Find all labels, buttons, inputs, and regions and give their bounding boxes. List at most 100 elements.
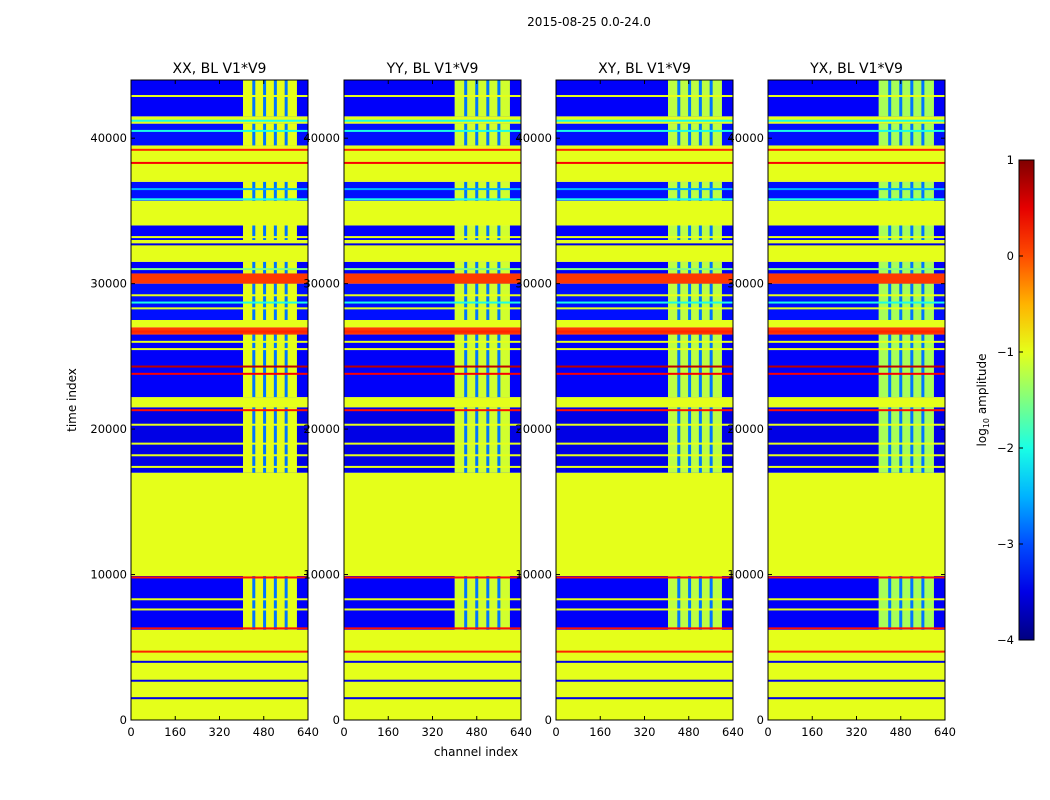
time-line	[131, 95, 308, 97]
band-gap	[497, 181, 501, 201]
time-line	[131, 236, 308, 239]
x-tick-label: 0	[552, 725, 559, 739]
time-line	[556, 161, 733, 164]
band-gap	[899, 225, 903, 240]
band-gap	[688, 576, 692, 630]
time-line	[556, 598, 733, 601]
rfi-band	[668, 181, 722, 201]
time-line	[556, 697, 733, 700]
time-line	[556, 154, 733, 157]
time-line	[768, 454, 945, 457]
y-tick-label: 30000	[727, 277, 764, 291]
x-axis-label: channel index	[434, 745, 518, 759]
time-line	[344, 423, 521, 426]
band-gap	[888, 80, 892, 117]
time-line	[768, 129, 945, 132]
panel-2: YY, BL V1*V9 0 160 320 480 640 0 10000 20000 3000…	[303, 61, 532, 739]
time-block	[131, 397, 308, 408]
time-line	[344, 660, 521, 663]
time-line	[131, 650, 308, 653]
band-gap	[709, 123, 713, 146]
y-tick-label: 30000	[303, 277, 340, 291]
time-line	[768, 442, 945, 445]
time-line	[344, 442, 521, 445]
time-line	[556, 95, 733, 97]
time-block	[344, 472, 521, 576]
band-gap	[252, 225, 256, 240]
time-line	[556, 119, 733, 122]
time-line	[131, 188, 308, 191]
time-line	[768, 372, 945, 375]
colorbar-tick-label: 1	[1007, 153, 1014, 167]
time-line	[556, 423, 733, 426]
time-line	[344, 119, 521, 122]
time-line	[768, 679, 945, 682]
y-tick-label: 0	[120, 713, 127, 727]
band-gap	[709, 80, 713, 117]
time-block	[556, 320, 733, 328]
band-gap	[252, 576, 256, 630]
x-tick-label: 0	[127, 725, 134, 739]
time-block	[131, 261, 308, 274]
band-gap	[910, 123, 914, 146]
rfi-band	[243, 80, 297, 117]
time-block	[768, 397, 945, 408]
time-line	[556, 268, 733, 271]
time-line	[344, 243, 521, 246]
time-line	[556, 348, 733, 351]
time-line	[131, 340, 308, 343]
time-line	[768, 576, 945, 579]
time-block	[556, 397, 733, 408]
band-gap	[888, 576, 892, 630]
band-gap	[263, 261, 267, 274]
band-gap	[698, 181, 702, 201]
time-line	[344, 409, 521, 412]
band-gap	[688, 181, 692, 201]
time-line	[344, 154, 521, 157]
band-gap	[677, 225, 681, 240]
rfi-band	[668, 261, 722, 274]
panel-4: YX, BL V1*V9 0 160 320 480 640 0 10000 20000 3000…	[727, 61, 956, 739]
band-gap	[284, 123, 288, 146]
band-gap	[709, 576, 713, 630]
band-gap	[888, 407, 892, 473]
time-line	[131, 161, 308, 164]
band-gap	[252, 80, 256, 117]
time-line	[768, 660, 945, 663]
time-block	[768, 472, 945, 576]
band-gap	[677, 80, 681, 117]
rfi-band	[454, 576, 510, 630]
band-gap	[698, 123, 702, 146]
y-tick-label: 30000	[90, 277, 127, 291]
time-block	[768, 273, 945, 284]
band-gap	[677, 407, 681, 473]
y-tick-label: 40000	[515, 131, 552, 145]
x-tick-label: 0	[340, 725, 347, 739]
time-line	[344, 608, 521, 611]
band-gap	[888, 261, 892, 274]
rfi-band	[668, 123, 722, 146]
y-tick-label: 10000	[90, 568, 127, 582]
band-gap	[698, 261, 702, 274]
band-gap	[252, 181, 256, 201]
band-gap	[921, 123, 925, 146]
band-gap	[475, 576, 479, 630]
time-block	[556, 629, 733, 720]
time-block	[556, 472, 733, 576]
band-gap	[263, 407, 267, 473]
time-line	[768, 348, 945, 351]
time-line	[556, 465, 733, 468]
time-line	[344, 465, 521, 468]
time-line	[344, 679, 521, 682]
rfi-band	[243, 181, 297, 201]
time-line	[556, 307, 733, 310]
time-line	[768, 650, 945, 653]
band-gap	[284, 225, 288, 240]
time-line	[768, 627, 945, 630]
time-block	[556, 240, 733, 262]
band-gap	[284, 261, 288, 274]
band-gap	[899, 123, 903, 146]
panel-title: XX, BL V1*V9	[173, 61, 267, 77]
band-gap	[486, 123, 490, 146]
band-gap	[263, 225, 267, 240]
